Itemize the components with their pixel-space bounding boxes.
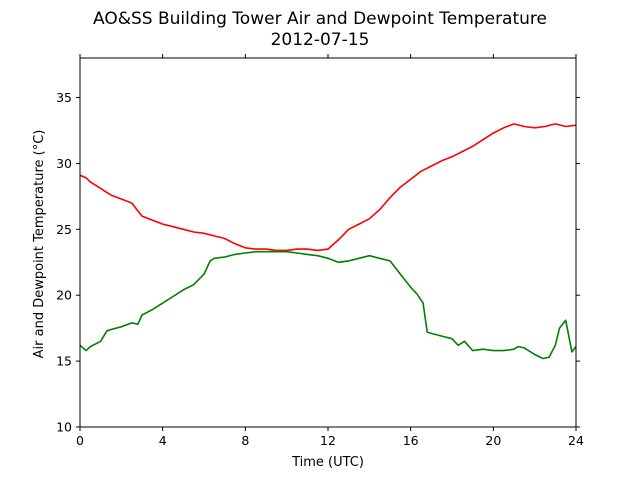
x-tick-label: 16 [403, 433, 419, 448]
y-tick-label: 30 [56, 156, 72, 171]
chart-subtitle: 2012-07-15 [271, 30, 370, 50]
x-tick-label: 20 [485, 433, 501, 448]
y-tick-label: 10 [56, 420, 72, 435]
y-tick-label: 25 [56, 222, 72, 237]
series-layer [79, 123, 577, 360]
series-line-0 [79, 123, 577, 252]
x-tick-label: 24 [568, 433, 584, 448]
x-tick-label: 12 [320, 433, 336, 448]
x-axis-label: Time (UTC) [291, 455, 364, 470]
series-line-1 [79, 250, 577, 360]
plot-frame [79, 57, 577, 428]
y-tick-label: 20 [56, 288, 72, 303]
y-axis-label: Air and Dewpoint Temperature (°C) [32, 130, 47, 359]
y-tick-label: 35 [56, 90, 72, 105]
axes-layer: 0 4 8 12 16 20 24 10 15 20 25 30 35 [56, 54, 584, 448]
x-tick-label: 8 [241, 433, 249, 448]
x-tick-label: 4 [159, 433, 167, 448]
y-tick-label: 15 [56, 354, 72, 369]
chart-title: AO&SS Building Tower Air and Dewpoint Te… [93, 9, 547, 29]
x-tick-label: 0 [76, 433, 84, 448]
